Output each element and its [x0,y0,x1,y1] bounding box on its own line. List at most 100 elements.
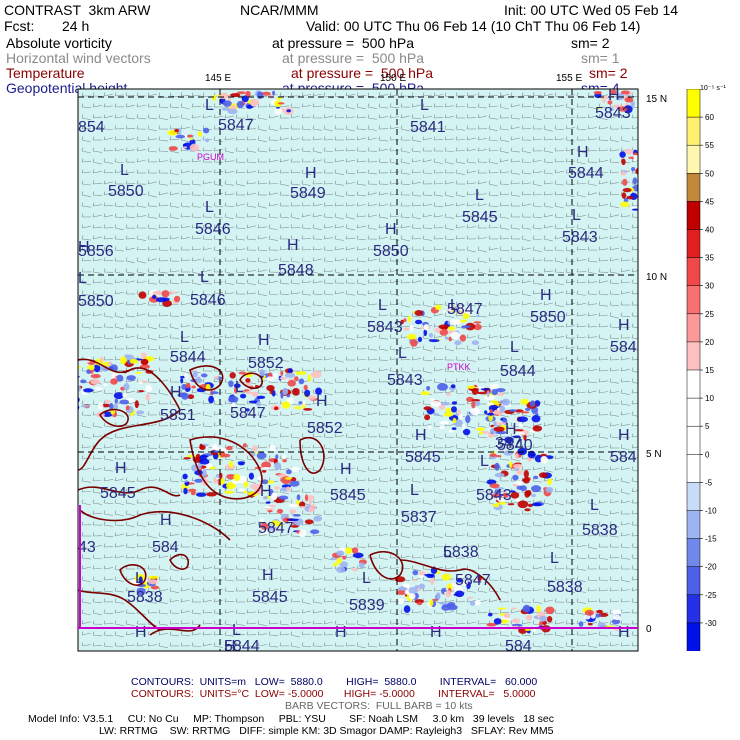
model-title: CONTRAST 3km ARW [4,2,151,18]
pressure-center-letter: H [540,287,552,304]
field-smoothing-wind: sm= 1 [581,50,620,66]
pressure-center-letter: H [335,624,347,641]
height-value: 5847 [230,405,266,422]
lat-label-0: 0 [646,624,652,635]
lat-lon-grid [78,89,638,651]
pressure-center-letter: H [78,239,90,256]
colorbar-swatch [686,510,701,540]
height-value: 5852 [307,420,343,437]
height-value: 5845 [100,485,136,502]
pressure-center-letter: H [115,460,127,477]
height-value: 5843 [367,319,403,336]
colorbar-swatch [686,89,701,118]
pressure-center-letter: H [618,317,630,334]
pressure-center-letter: L [572,207,581,224]
height-value: 5841 [410,119,446,136]
colorbar-tick-label: -20 [705,563,717,572]
colorbar-swatch [686,454,701,483]
height-value: 5846 [195,221,231,238]
lat-label-5n: 5 N [646,449,662,460]
contours-temp-info: CONTOURS: UNITS=°C LOW= -5.0000 HIGH= -5… [131,688,536,700]
height-value: 5847 [455,572,491,589]
valid-time: Valid: 00 UTC Thu 06 Feb 14 (10 ChT Thu … [306,18,641,34]
colorbar-swatch [686,594,701,624]
height-value: 5844 [568,165,604,182]
height-value: 43 [78,539,96,556]
height-value: 5844 [224,638,260,655]
pressure-center-letter: H [415,427,427,444]
height-value: 5847 [447,301,483,318]
pressure-center-letter: L [510,339,519,356]
pressure-center-letter: L [180,329,189,346]
colorbar-tick-label: 15 [705,366,714,375]
temperature-contours-layer [78,358,501,636]
colorbar-swatch [686,201,701,231]
height-value: 5844 [170,349,206,366]
colorbar-swatch [686,285,701,315]
pressure-center-letter: H [260,483,272,500]
pressure-center-letter: L [235,379,244,396]
pressure-center-letter: H [258,332,270,349]
height-value: 584 [610,449,637,466]
colorbar-tick-label: 25 [705,310,714,319]
pressure-center-letter: H [160,512,172,529]
colorbar-tick-label: 55 [705,141,714,150]
colorbar: 605550454035302520151050-5-10-15-20-25-3… [686,89,717,651]
height-value: 5838 [443,544,479,561]
lat-label-10n: 10 N [646,272,667,283]
colorbar-tick-label: 35 [705,254,714,263]
pressure-center-letter: L [475,187,484,204]
forecast-label: Fcst: [4,18,35,34]
height-value: 854 [78,119,105,136]
colorbar-tick-label: 0 [705,450,710,459]
map-background [78,89,638,651]
height-value: 5843 [595,105,631,122]
pressure-center-letter: L [362,570,371,587]
pressure-center-letter: H [305,165,317,182]
init-time: Init: 00 UTC Wed 05 Feb 14 [504,2,679,18]
pressure-center-letter: H [340,461,352,478]
colorbar-swatch [686,229,701,259]
colorbar-tick-label: 40 [705,226,714,235]
height-value: 5847 [218,117,254,134]
pressure-center-letter: H [135,624,147,641]
colorbar-swatch [686,341,701,371]
field-name-height: Geopotential height [6,80,128,96]
colorbar-swatch [686,566,701,596]
colorbar-swatch [686,173,701,202]
pressure-center-letter: L [120,162,129,179]
colorbar-swatch [686,116,701,146]
field-name-vorticity: Absolute vorticity [6,35,112,51]
colorbar-swatch [686,257,701,287]
pressure-center-letter: H [170,384,182,401]
field-level-wind: at pressure = 500 hPa [282,50,425,66]
model-info-line1: Model Info: V3.5.1 CU: No Cu MP: Thompso… [28,713,554,725]
colorbar-swatch [686,369,701,399]
height-value: 5839 [349,597,385,614]
height-value: 5856 [78,243,114,260]
height-value: 5843 [476,487,512,504]
pressure-center-letter: L [205,199,214,216]
height-value: 5838 [547,579,583,596]
colorbar-swatch [686,482,701,512]
colorbar-tick-label: 5 [705,422,710,431]
colorbar-swatch [686,313,701,343]
colorbar-tick-label: 45 [705,197,714,206]
lon-label-145: 145 E [205,73,231,84]
field-smoothing-vorticity: sm= 2 [571,35,610,51]
height-value: 5845 [330,487,366,504]
pressure-center-letter: L [590,497,599,514]
height-value: 5838 [582,522,618,539]
colorbar-tick-label: 20 [705,338,714,347]
map-panel: L 5847 L 5841 H 5843 854 L 5850 H 5849 L 5845 H 5844 L 5… [77,73,667,655]
colorbar-tick-label: -5 [705,478,713,487]
colorbar-tick-label: 60 [705,113,714,122]
height-value: 5843 [562,229,598,246]
height-value: 5845 [405,449,441,466]
height-value: 5844 [500,363,536,380]
station-ptkk: PTKK [447,362,471,372]
pressure-center-letter: L [205,97,214,114]
contours-height-info: CONTOURS: UNITS=m LOW= 5880.0 HIGH= 5880… [131,676,538,688]
pressure-center-letter: L [420,97,429,114]
pressure-center-letter: L [398,345,407,362]
